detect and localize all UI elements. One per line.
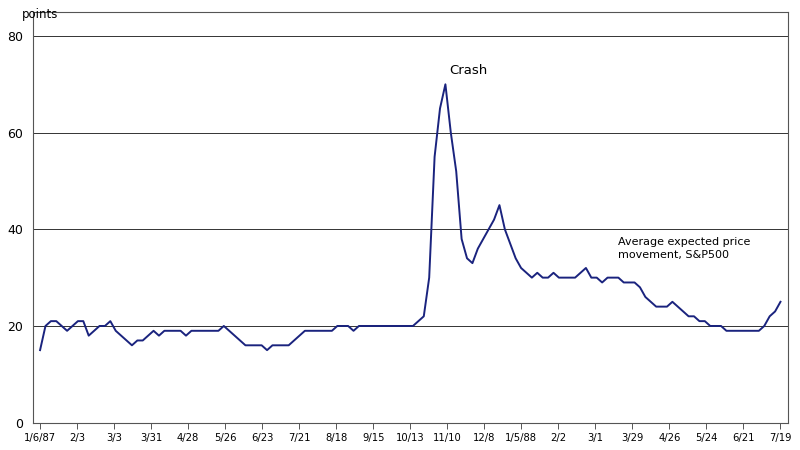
Text: Average expected price
movement, S&P500: Average expected price movement, S&P500 xyxy=(618,237,750,260)
Text: Crash: Crash xyxy=(449,64,487,77)
Text: points: points xyxy=(22,9,58,22)
